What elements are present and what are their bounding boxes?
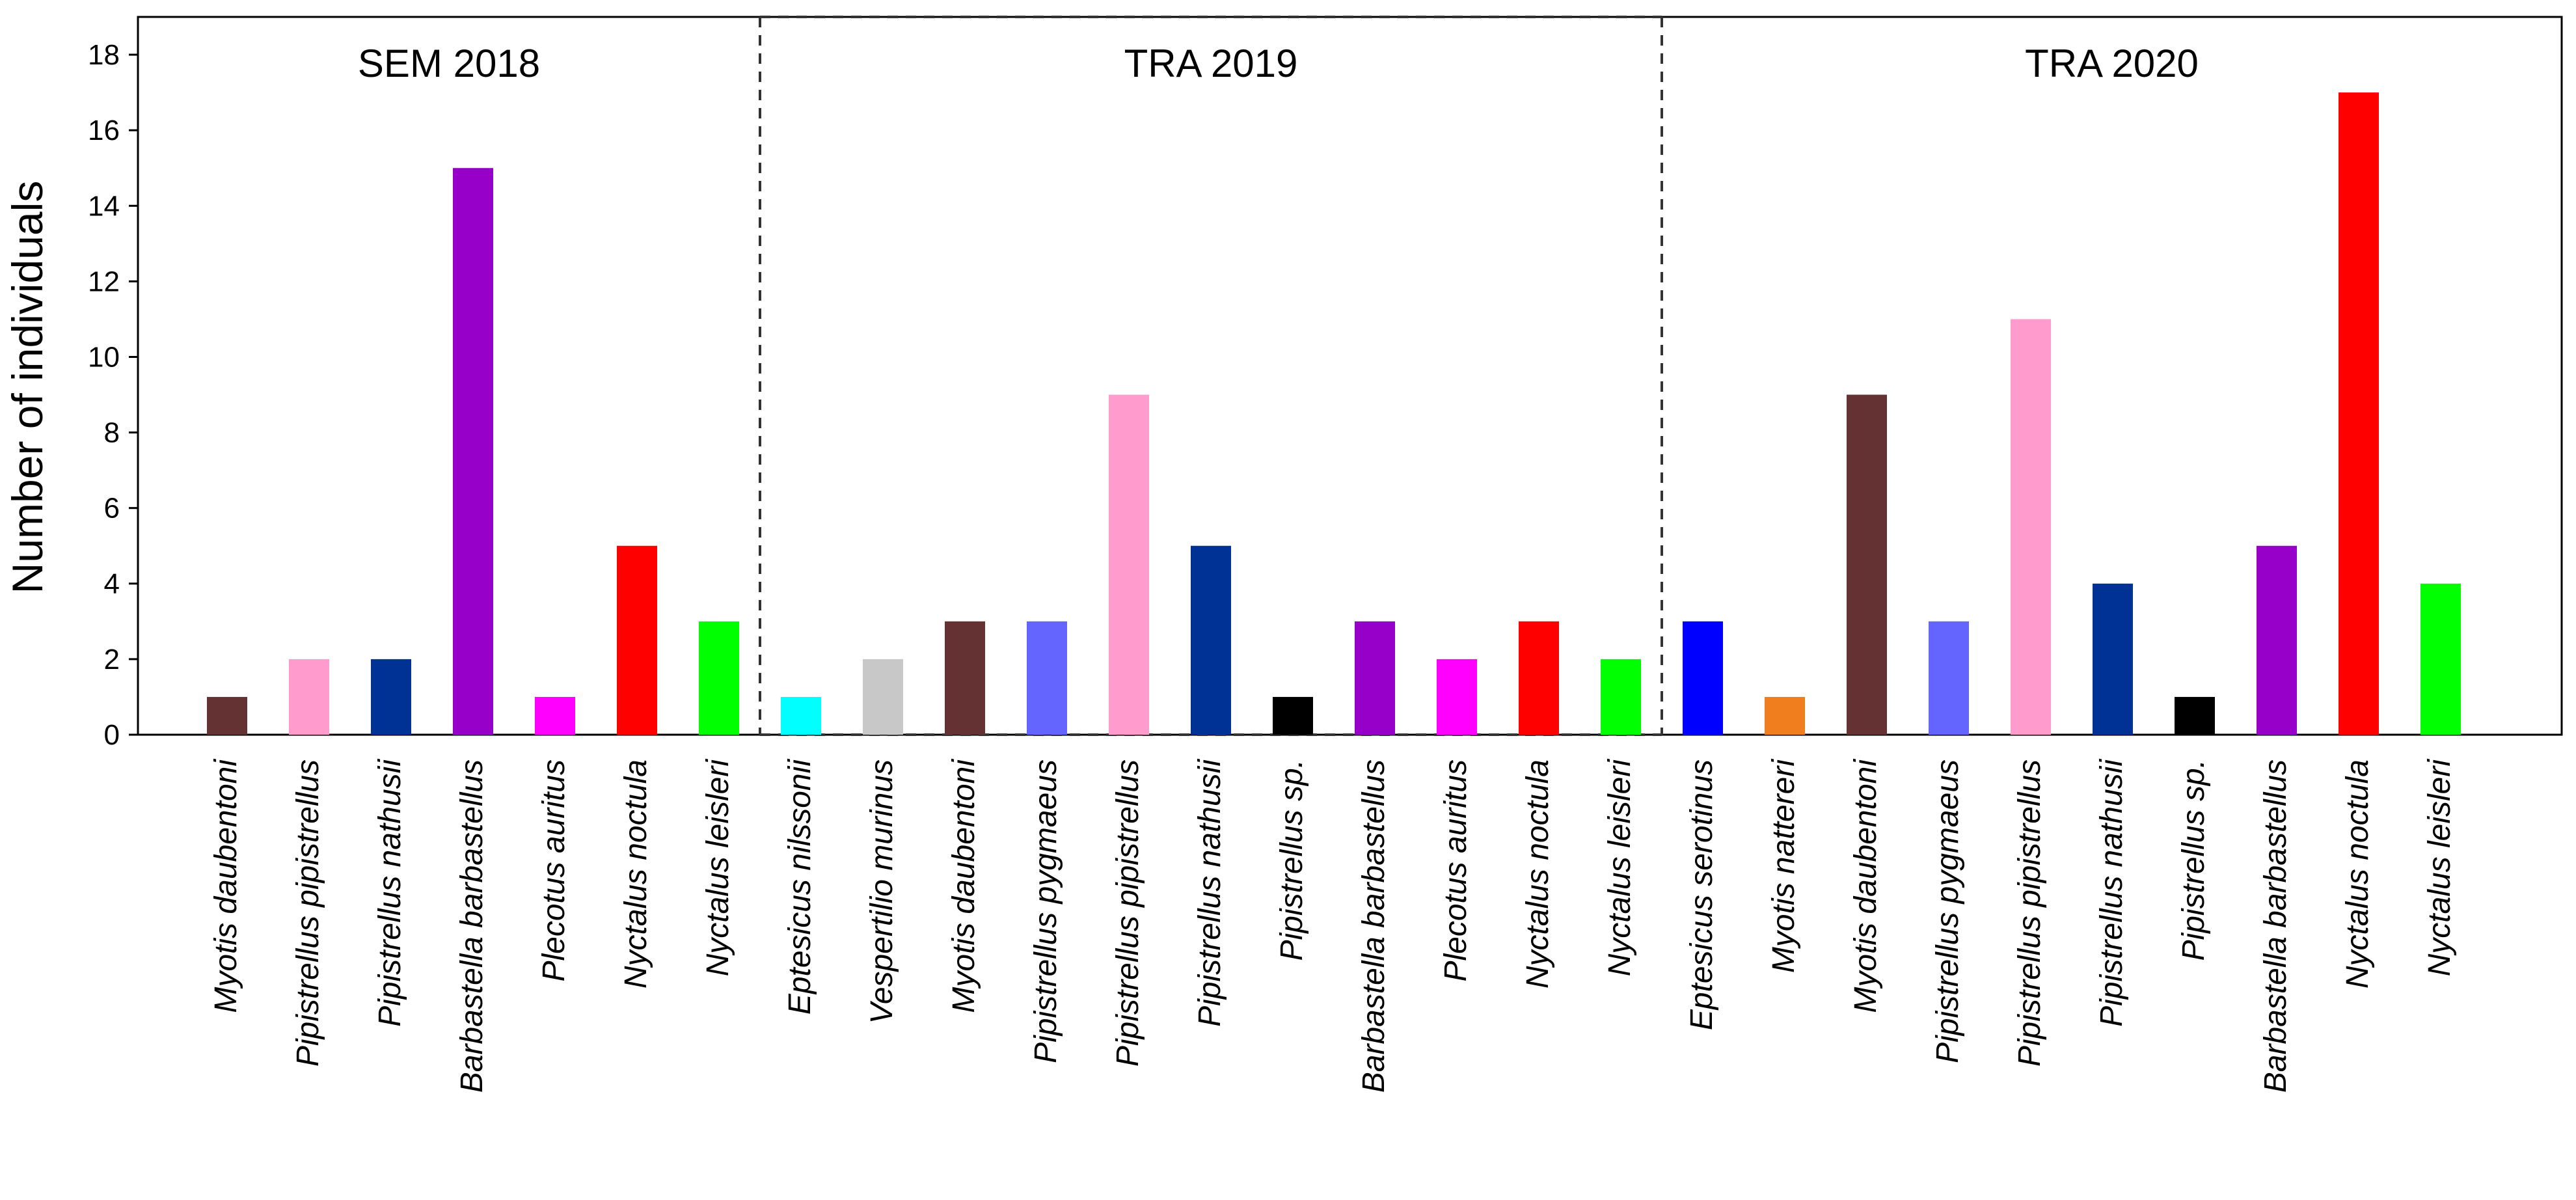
x-tick-label: Myotis daubentoni <box>947 759 981 1013</box>
bar-nyctalus-leisleri <box>699 621 739 735</box>
y-tick-label: 16 <box>88 115 120 146</box>
bar-nyctalus-leisleri <box>2420 583 2461 735</box>
bar-eptesicus-serotinus <box>1683 621 1723 735</box>
x-tick-label: Barbastella barbastellus <box>455 759 489 1093</box>
x-tick-label: Barbastella barbastellus <box>2258 759 2293 1093</box>
y-axis: 0 2 4 6 8 10 12 14 16 18 <box>88 39 138 751</box>
group-titles: SEM 2018 TRA 2019 TRA 2020 <box>358 42 2199 85</box>
x-tick-label: Pipistrellus pygmaeus <box>1029 759 1063 1063</box>
x-tick-label: Pipistrellus nathusii <box>1193 759 1227 1027</box>
bar-nyctalus-leisleri <box>1601 659 1641 735</box>
x-tick-label: Eptesicus nilssonii <box>783 759 817 1015</box>
x-tick-label: Nyctalus leisleri <box>1603 759 1637 977</box>
x-tick-label: Nyctalus leisleri <box>701 759 735 977</box>
x-tick-label: Eptesicus serotinus <box>1685 759 1719 1030</box>
bar-barbastella-barbastellus <box>453 168 493 735</box>
bar-myotis-daubentoni <box>207 696 247 735</box>
x-tick-label: Pipistrellus pipistrellus <box>291 759 325 1067</box>
bar-pipistrellus-pipistrellus <box>289 659 329 735</box>
x-tick-label: Pipistrellus sp. <box>2176 759 2211 961</box>
bar-pipistrellus-pygmaeus <box>1929 621 1969 735</box>
bar-nyctalus-noctula <box>1519 621 1559 735</box>
x-tick-label: Plecotus auritus <box>1439 759 1473 982</box>
x-tick-label: Pipistrellus pygmaeus <box>1931 759 1965 1063</box>
y-tick-label: 2 <box>104 644 120 675</box>
y-tick-label: 18 <box>88 39 120 71</box>
plot-frame <box>137 16 2563 736</box>
x-tick-label: Vespertilio murinus <box>865 759 899 1024</box>
x-tick-label: Nyctalus noctula <box>1521 759 1555 989</box>
bar-plecotus-auritus <box>1437 659 1477 735</box>
x-tick-label: Myotis daubentoni <box>209 759 243 1013</box>
bar-barbastella-barbastellus <box>1355 621 1395 735</box>
bar-barbastella-barbastellus <box>2257 545 2297 735</box>
bar-pipistrellus-pygmaeus <box>1027 621 1067 735</box>
x-tick-label: Nyctalus noctula <box>619 759 653 989</box>
bar-myotis-nattereri <box>1765 696 1805 735</box>
group-title: SEM 2018 <box>358 42 540 85</box>
x-tick-label: Pipistrellus sp. <box>1275 759 1309 961</box>
bar-nyctalus-noctula <box>617 545 657 735</box>
x-tick-label: Myotis daubentoni <box>1849 759 1883 1013</box>
x-tick-label: Pipistrellus pipistrellus <box>2013 759 2047 1067</box>
bar-pipistrellus-nathusii <box>371 659 411 735</box>
bar-nyctalus-noctula <box>2339 92 2379 735</box>
bar-pipistrellus-sp- <box>1273 696 1313 735</box>
x-tick-label: Plecotus auritus <box>537 759 571 982</box>
x-tick-labels: Myotis daubentoni Pipistrellus pipistrell… <box>209 759 2457 1093</box>
bar-pipistrellus-nathusii <box>2093 583 2133 735</box>
bar-pipistrellus-sp- <box>2175 696 2215 735</box>
y-tick-label: 8 <box>104 417 120 449</box>
bar-myotis-daubentoni <box>1847 394 1887 735</box>
x-tick-label: Pipistrellus pipistrellus <box>1111 759 1145 1067</box>
y-tick-label: 4 <box>104 568 120 600</box>
bar-pipistrellus-pipistrellus <box>1109 394 1149 735</box>
x-tick-label: Pipistrellus nathusii <box>2095 759 2129 1027</box>
x-tick-label: Pipistrellus nathusii <box>373 759 407 1027</box>
x-tick-label: Nyctalus noctula <box>2340 759 2375 989</box>
y-tick-label: 6 <box>104 493 120 525</box>
y-tick-label: 12 <box>88 266 120 297</box>
x-tick-label: Nyctalus leisleri <box>2422 759 2457 977</box>
y-tick-label: 0 <box>104 719 120 751</box>
bar-myotis-daubentoni <box>945 621 985 735</box>
plot-border <box>137 16 2563 736</box>
bar-pipistrellus-nathusii <box>1191 545 1231 735</box>
bar-vespertilio-murinus <box>863 659 903 735</box>
group-title: TRA 2020 <box>2025 42 2199 85</box>
bar-plecotus-auritus <box>535 696 575 735</box>
x-tick-label: Myotis nattereri <box>1767 759 1801 973</box>
y-tick-label: 14 <box>88 190 120 222</box>
group-title: TRA 2019 <box>1124 42 1298 85</box>
y-axis-title: Number of individuals <box>3 181 51 594</box>
bars <box>207 92 2461 735</box>
bar-pipistrellus-pipistrellus <box>2011 319 2051 735</box>
y-tick-label: 10 <box>88 341 120 373</box>
bar-eptesicus-nilssonii <box>781 696 821 735</box>
x-tick-label: Barbastella barbastellus <box>1357 759 1391 1093</box>
